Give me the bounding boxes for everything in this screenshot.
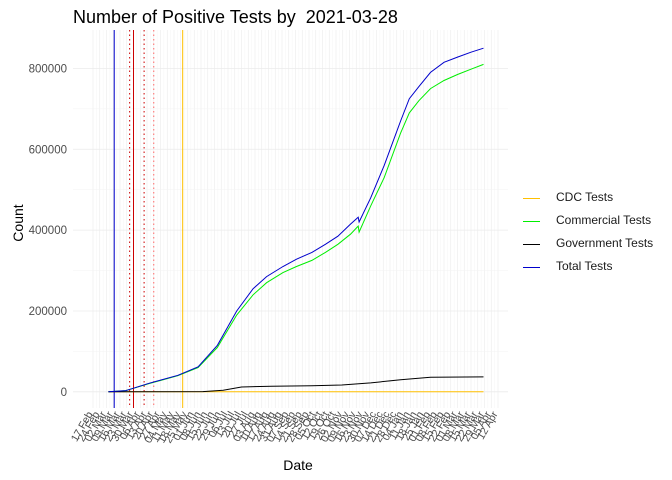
y-axis-title: Count [10,204,26,242]
legend-label: CDC Tests [556,190,614,204]
y-tick-labels: 0 200000 400000 600000 800000 [29,63,67,398]
y-tick-label: 200000 [29,306,67,318]
legend-key-total [523,267,540,268]
grid-layer [73,30,508,408]
y-tick-label: 800000 [29,63,67,75]
legend-label: Commercial Tests [556,213,652,227]
legend-label: Total Tests [556,259,613,273]
reference-lines [113,30,184,408]
y-tick-label: 400000 [29,225,67,237]
legend-key-cdc [523,198,540,199]
series-layer [108,47,484,393]
chart-title: Number of Positive Tests by 2021-03-28 [73,7,398,27]
legend-key-government [523,244,540,245]
y-tick-label: 0 [61,387,67,399]
series-line-total-tests [108,47,484,393]
series-line-government-tests [108,376,484,393]
legend-key-commercial [523,221,540,222]
series-line-commercial-tests [108,63,484,393]
legend-label: Government Tests [556,236,654,250]
x-axis-title: Date [283,457,313,473]
y-tick-label: 600000 [29,144,67,156]
